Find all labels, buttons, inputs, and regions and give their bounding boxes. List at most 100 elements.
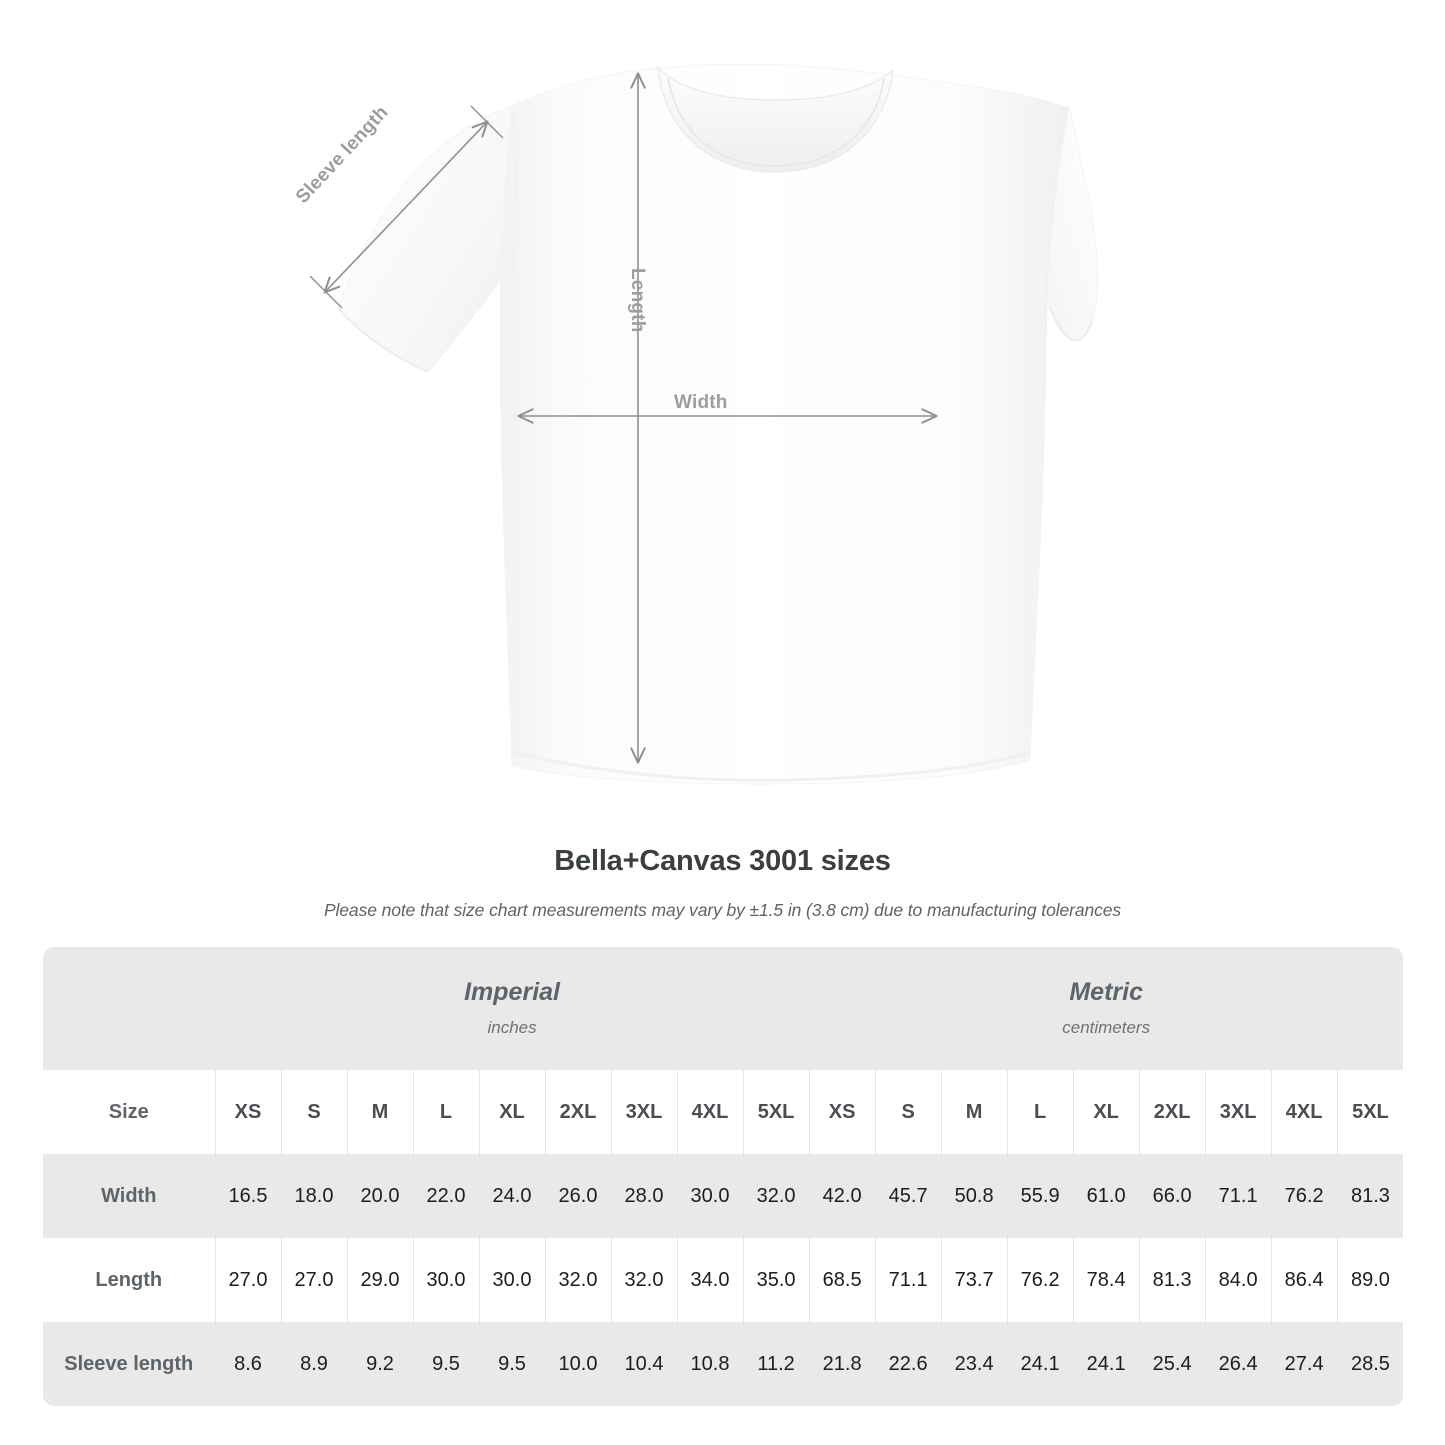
- measurement-value-cell: 30.0: [412, 1238, 479, 1322]
- measurement-value-cell: 30.0: [676, 1154, 743, 1238]
- table-row: Sleeve length 8.6 8.9 9.2 9.5 9.5 10.0 10.4 10.8…: [43, 1322, 1403, 1406]
- sleeve-length-arrow: [325, 122, 487, 292]
- length-label: Length: [627, 268, 648, 333]
- measurement-value-cell: 24.1: [1006, 1322, 1074, 1406]
- measurement-value-cell: 10.0: [544, 1322, 611, 1406]
- measurement-value-cell: 24.0: [478, 1154, 545, 1238]
- size-header-cell: L: [412, 1070, 479, 1154]
- measurement-value-cell: 68.5: [808, 1238, 876, 1322]
- unit-group-name: Imperial: [464, 977, 560, 1006]
- measurement-value-cell: 9.5: [412, 1322, 479, 1406]
- measurement-value-cell: 81.3: [1138, 1238, 1206, 1322]
- measurement-value-cell: 34.0: [676, 1238, 743, 1322]
- size-header-cell: XS: [214, 1070, 281, 1154]
- measurement-value-cell: 66.0: [1138, 1154, 1206, 1238]
- measurement-lines: [309, 74, 936, 762]
- measurement-value-cell: 35.0: [742, 1238, 810, 1322]
- measurement-value-cell: 84.0: [1204, 1238, 1272, 1322]
- size-corner-label: Size: [43, 1070, 215, 1154]
- neckline-collar: [657, 66, 894, 173]
- size-header-cell: M: [940, 1070, 1008, 1154]
- size-chart-table-wrapper: Imperial inches Metric centimeters Size XS S M L…: [43, 947, 1403, 1406]
- size-header-cell: 5XL: [742, 1070, 810, 1154]
- measurement-value-cell: 27.0: [214, 1238, 281, 1322]
- size-header-cell: L: [1006, 1070, 1074, 1154]
- unit-group-metric: Metric centimeters: [809, 947, 1403, 1070]
- measurement-value-cell: 9.5: [478, 1322, 545, 1406]
- size-header-cell: XS: [808, 1070, 876, 1154]
- measurement-value-cell: 8.6: [214, 1322, 281, 1406]
- measurement-row-label: Sleeve length: [43, 1322, 215, 1406]
- left-sleeve-hem: [337, 307, 429, 373]
- measurement-value-cell: 78.4: [1072, 1238, 1140, 1322]
- measurement-value-cell: 32.0: [544, 1238, 611, 1322]
- title-block: Bella+Canvas 3001 sizes Please note that…: [0, 845, 1445, 921]
- measurement-value-cell: 9.2: [346, 1322, 413, 1406]
- size-header-cell: XL: [1072, 1070, 1140, 1154]
- table-row: Width 16.5 18.0 20.0 22.0 24.0 26.0 28.0 30.0 32.…: [43, 1154, 1403, 1238]
- measurement-value-cell: 26.4: [1204, 1322, 1272, 1406]
- size-header-cell: S: [874, 1070, 942, 1154]
- measurement-value-cell: 42.0: [808, 1154, 876, 1238]
- measurement-value-cell: 30.0: [478, 1238, 545, 1322]
- measurement-value-cell: 61.0: [1072, 1154, 1140, 1238]
- measurement-value-cell: 26.0: [544, 1154, 611, 1238]
- measurement-value-cell: 45.7: [874, 1154, 942, 1238]
- size-header-row: Size XS S M L XL 2XL 3XL 4XL 5XL XS S M L XL 2XL 3XL 4XL 5…: [43, 1070, 1403, 1154]
- unit-group-name: Metric: [1069, 977, 1143, 1006]
- right-sleeve-hem: [1048, 305, 1093, 342]
- measurement-value-cell: 29.0: [346, 1238, 413, 1322]
- right-armhole-seam: [1045, 111, 1067, 335]
- page-title: Bella+Canvas 3001 sizes: [554, 845, 891, 877]
- measurement-value-cell: 27.4: [1270, 1322, 1338, 1406]
- measurement-value-cell: 22.6: [874, 1322, 942, 1406]
- measurement-value-cell: 22.0: [412, 1154, 479, 1238]
- size-header-cell: 4XL: [676, 1070, 743, 1154]
- measurement-row-label: Width: [43, 1154, 215, 1238]
- measurement-value-cell: 50.8: [940, 1154, 1008, 1238]
- measurement-value-cell: 24.1: [1072, 1322, 1140, 1406]
- measurement-value-cell: 25.4: [1138, 1322, 1206, 1406]
- measurement-value-cell: 28.5: [1336, 1322, 1403, 1406]
- size-header-cell: XL: [478, 1070, 545, 1154]
- measurement-value-cell: 23.4: [940, 1322, 1008, 1406]
- measurement-value-cell: 10.4: [610, 1322, 677, 1406]
- tshirt-shape: [337, 63, 1099, 785]
- size-header-cell: 2XL: [544, 1070, 611, 1154]
- sleeve-tick-bottom: [309, 275, 343, 309]
- collar-inner-line: [667, 77, 885, 167]
- size-header-cell: S: [280, 1070, 347, 1154]
- unit-group-imperial: Imperial inches: [215, 947, 810, 1070]
- size-header-cell: 4XL: [1270, 1070, 1338, 1154]
- measurement-value-cell: 18.0: [280, 1154, 347, 1238]
- bottom-hem: [511, 750, 1031, 782]
- fabric-fold: [980, 419, 996, 745]
- fabric-fold: [556, 419, 568, 741]
- unit-header-row: Imperial inches Metric centimeters: [43, 947, 1403, 1070]
- measurement-value-cell: 11.2: [742, 1322, 810, 1406]
- unit-header-spacer: [43, 947, 215, 1070]
- tshirt-measurement-diagram: Sleeve length Length Width: [292, 63, 1099, 785]
- measurement-value-cell: 20.0: [346, 1154, 413, 1238]
- measurement-value-cell: 71.1: [1204, 1154, 1272, 1238]
- size-header-cell: 3XL: [1204, 1070, 1272, 1154]
- measurement-value-cell: 8.9: [280, 1322, 347, 1406]
- measurement-value-cell: 76.2: [1006, 1238, 1074, 1322]
- unit-group-sub: inches: [487, 1018, 537, 1038]
- tolerance-note: Please note that size chart measurements…: [323, 900, 1122, 920]
- measurement-value-cell: 28.0: [610, 1154, 677, 1238]
- measurement-value-cell: 73.7: [940, 1238, 1008, 1322]
- measurement-value-cell: 27.0: [280, 1238, 347, 1322]
- measurement-value-cell: 76.2: [1270, 1154, 1338, 1238]
- measurement-value-cell: 32.0: [742, 1154, 810, 1238]
- size-header-cell: 5XL: [1336, 1070, 1403, 1154]
- measurement-value-cell: 86.4: [1270, 1238, 1338, 1322]
- measurement-value-cell: 71.1: [874, 1238, 942, 1322]
- width-label: Width: [674, 392, 728, 413]
- size-header-cell: M: [346, 1070, 413, 1154]
- measurement-value-cell: 89.0: [1336, 1238, 1403, 1322]
- size-chart-table: Imperial inches Metric centimeters Size XS S M L…: [43, 947, 1403, 1406]
- measurement-value-cell: 21.8: [808, 1322, 876, 1406]
- size-header-cell: 2XL: [1138, 1070, 1206, 1154]
- unit-group-sub: centimeters: [1062, 1018, 1151, 1038]
